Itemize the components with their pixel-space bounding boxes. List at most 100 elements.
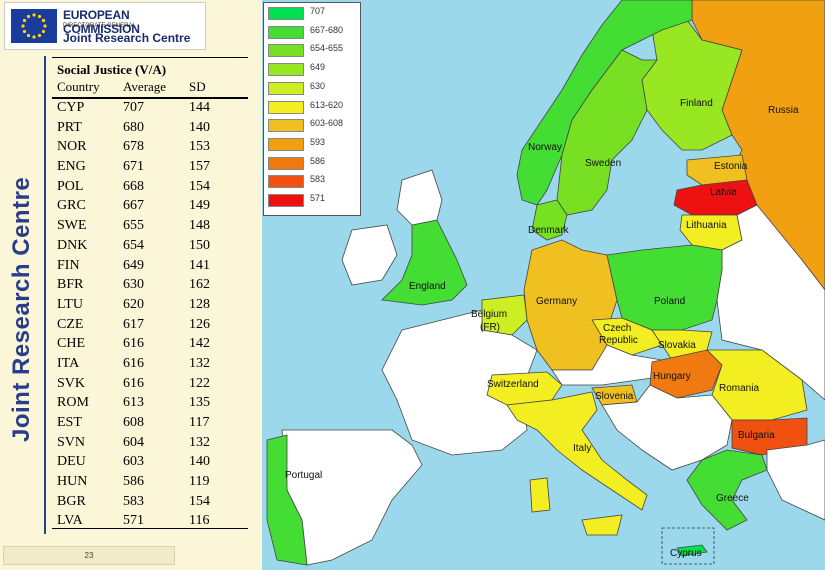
- table-row: FIN 649 141: [57, 257, 247, 277]
- table-row: CYP 707 144: [57, 99, 247, 119]
- label-czech: Czech: [603, 323, 631, 334]
- cell-sd: 132: [189, 434, 210, 450]
- cell-sd: 140: [189, 454, 210, 470]
- label-italy: Italy: [573, 443, 591, 454]
- table-row: CZE 617 126: [57, 316, 247, 336]
- legend-swatch: [268, 156, 304, 170]
- label-hungary: Hungary: [653, 371, 691, 382]
- cell-country: CYP: [57, 100, 85, 115]
- table-row: GRC 667 149: [57, 197, 247, 217]
- legend-swatch: [268, 81, 304, 95]
- legend-swatch: [268, 119, 304, 133]
- legend-item: 654-655: [268, 43, 358, 58]
- cell-sd: 150: [189, 237, 210, 253]
- cell-country: SVK: [57, 375, 86, 391]
- cell-average: 616: [123, 375, 144, 391]
- country-norway: [516, 0, 693, 206]
- cell-average: 603: [123, 454, 144, 470]
- legend-label: 586: [310, 155, 326, 166]
- legend-item: 707: [268, 6, 358, 20]
- label-finland: Finland: [680, 98, 713, 109]
- table-row: LVA 571 116: [57, 512, 247, 532]
- cell-country: CHE: [57, 336, 85, 352]
- label-germany: Germany: [536, 296, 577, 307]
- label-greece: Greece: [716, 493, 749, 504]
- cell-sd: 116: [189, 513, 210, 529]
- cell-country: ROM: [57, 395, 89, 411]
- cell-country: EST: [57, 415, 82, 430]
- map-legend: 707 667-680 654-655 649 630 613-620 603-608 593…: [263, 2, 361, 216]
- cell-country: BFR: [57, 277, 84, 293]
- legend-swatch: [268, 44, 304, 58]
- legend-label: 630: [310, 80, 326, 91]
- cell-average: 571: [123, 513, 144, 529]
- org-jrc: Joint Research Centre: [63, 31, 191, 45]
- label-estonia: Estonia: [714, 161, 748, 172]
- table-row: ENG 671 157: [57, 158, 247, 178]
- table-row: CHE 616 142: [57, 335, 247, 355]
- legend-swatch: [268, 137, 304, 151]
- country-denmark: [531, 199, 568, 241]
- cell-sd: 122: [189, 375, 210, 391]
- cell-country: ITA: [57, 355, 80, 371]
- cell-average: 608: [123, 415, 144, 430]
- cyprus-inset: [661, 527, 715, 565]
- cell-country: CZE: [57, 316, 84, 332]
- social-justice-table: Social Justice (V/A) Country Average SD …: [52, 57, 248, 529]
- legend-item: 667-680: [268, 25, 358, 39]
- legend-item: 586: [268, 156, 358, 170]
- cell-average: 613: [123, 395, 144, 411]
- cell-sd: 162: [189, 277, 210, 293]
- legend-swatch: [268, 63, 304, 77]
- country-england: [381, 219, 468, 306]
- cell-country: DEU: [57, 454, 86, 470]
- legend-label: 571: [310, 193, 326, 203]
- header-sd: SD: [189, 79, 206, 94]
- cell-sd: 142: [189, 336, 210, 352]
- cell-country: FIN: [57, 257, 80, 273]
- cell-country: POL: [57, 178, 84, 194]
- legend-swatch: [268, 100, 304, 114]
- country-sweden: [556, 49, 658, 216]
- legend-label: 593: [310, 136, 326, 147]
- page-number: 23: [3, 546, 175, 565]
- legend-label: 667-680: [310, 24, 344, 35]
- cell-average: 671: [123, 159, 144, 175]
- table-row: SVN 604 132: [57, 434, 247, 454]
- cell-average: 617: [123, 316, 144, 332]
- cell-sd: 144: [189, 100, 210, 115]
- legend-item: 613-620: [268, 100, 358, 114]
- cell-country: HUN: [57, 474, 88, 490]
- table-row: ITA 616 132: [57, 355, 247, 375]
- region-france: [381, 309, 538, 456]
- table-row: ROM 613 135: [57, 394, 247, 414]
- region-ireland: [341, 224, 398, 286]
- legend-label: 707: [310, 6, 326, 16]
- cell-sd: 117: [189, 415, 210, 430]
- table-row: POL 668 154: [57, 178, 247, 198]
- vertical-jrc-title: Joint Research Centre: [8, 176, 35, 442]
- cell-sd: 154: [189, 178, 210, 194]
- cell-average: 620: [123, 296, 144, 312]
- table-row: SVK 616 122: [57, 375, 247, 395]
- cell-country: GRC: [57, 198, 86, 214]
- legend-label: 613-620: [310, 99, 344, 110]
- table-row: EST 608 117: [57, 414, 247, 434]
- legend-label: 583: [310, 174, 326, 185]
- country-italy-sicily: [581, 514, 623, 536]
- side-divider: [44, 56, 46, 534]
- cell-sd: 148: [189, 218, 210, 234]
- cell-country: BGR: [57, 493, 86, 509]
- legend-label: 603-608: [310, 118, 344, 129]
- header-country: Country: [57, 79, 100, 94]
- cell-average: 586: [123, 474, 144, 490]
- country-portugal: [266, 434, 308, 566]
- cell-sd: 149: [189, 198, 210, 214]
- cell-sd: 135: [189, 395, 210, 411]
- legend-swatch: [268, 175, 304, 189]
- cell-average: 649: [123, 257, 144, 273]
- cell-average: 668: [123, 178, 144, 194]
- table-row: PRT 680 140: [57, 119, 247, 139]
- cell-sd: 140: [189, 119, 210, 135]
- region-balkans: [601, 384, 733, 471]
